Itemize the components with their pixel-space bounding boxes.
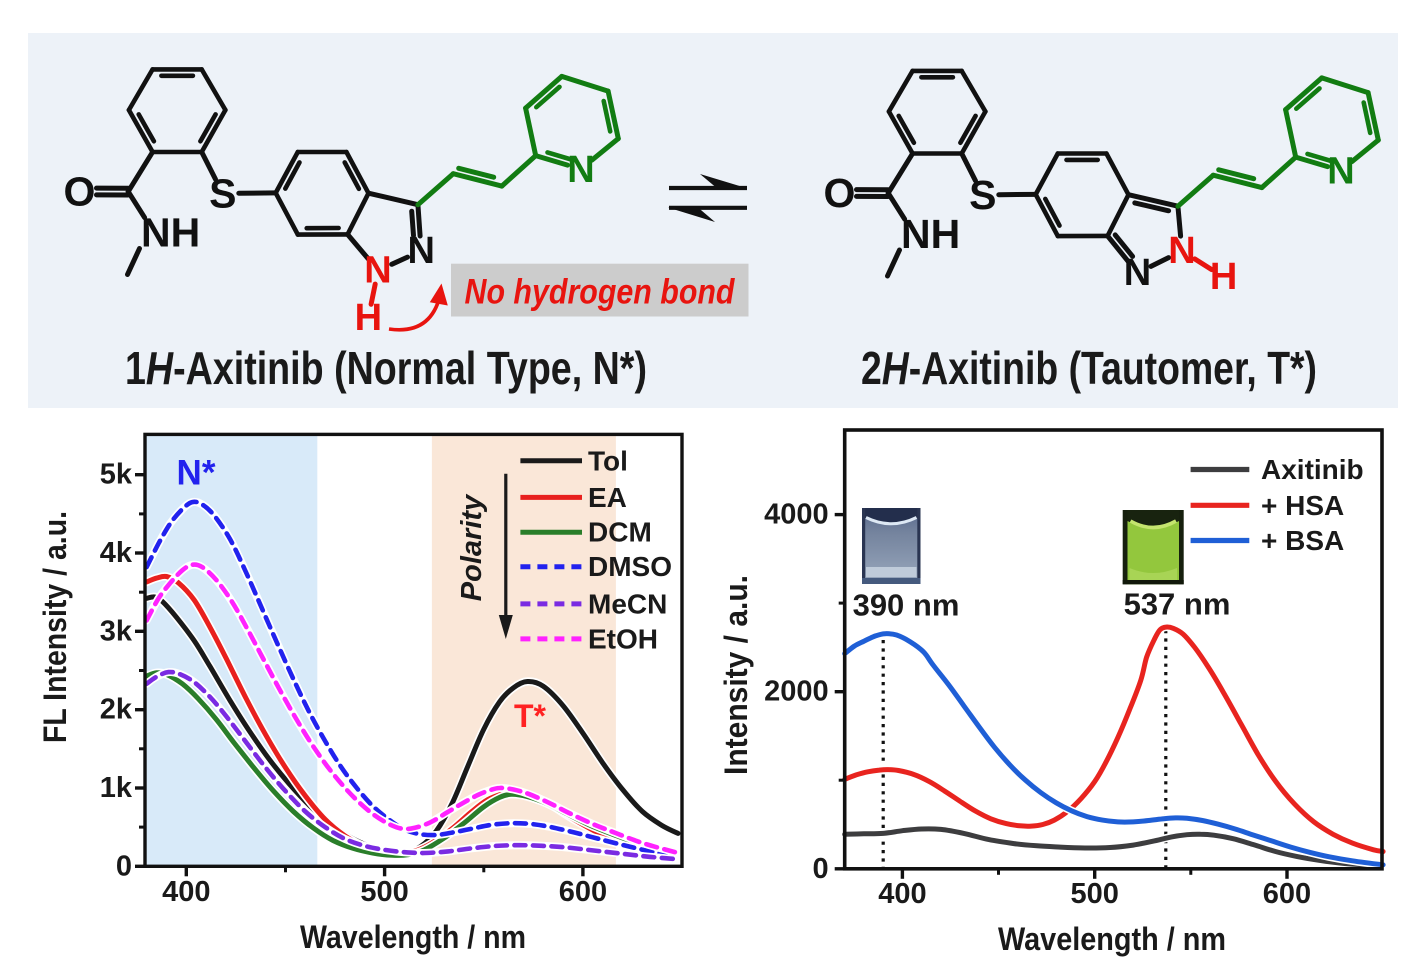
svg-text:Axitinib: Axitinib bbox=[1261, 454, 1364, 485]
svg-text:N: N bbox=[1327, 151, 1354, 193]
svg-text:+ BSA: + BSA bbox=[1261, 525, 1344, 556]
svg-text:2k: 2k bbox=[100, 694, 133, 726]
svg-text:H: H bbox=[355, 297, 382, 339]
svg-text:5k: 5k bbox=[100, 459, 133, 491]
svg-text:FL Intensity / a.u.: FL Intensity / a.u. bbox=[37, 511, 73, 743]
svg-text:NH: NH bbox=[141, 210, 200, 256]
svg-text:MeCN: MeCN bbox=[588, 588, 667, 619]
svg-text:390 nm: 390 nm bbox=[853, 588, 960, 623]
svg-text:DCM: DCM bbox=[588, 517, 652, 548]
svg-text:Polarity: Polarity bbox=[456, 493, 488, 601]
svg-text:N*: N* bbox=[177, 454, 216, 493]
svg-text:Wavelength / nm: Wavelength / nm bbox=[300, 919, 526, 955]
svg-text:0: 0 bbox=[116, 850, 132, 882]
svg-text:0: 0 bbox=[813, 853, 829, 885]
svg-text:S: S bbox=[209, 171, 236, 217]
svg-text:600: 600 bbox=[1263, 878, 1311, 910]
svg-text:DMSO: DMSO bbox=[588, 551, 672, 582]
svg-text:400: 400 bbox=[162, 876, 210, 908]
svg-text:Tol: Tol bbox=[588, 445, 628, 476]
svg-text:N: N bbox=[364, 249, 391, 291]
svg-text:+ HSA: + HSA bbox=[1261, 490, 1344, 521]
svg-text:EtOH: EtOH bbox=[588, 623, 658, 654]
svg-text:4k: 4k bbox=[100, 537, 133, 569]
svg-text:3k: 3k bbox=[100, 615, 133, 647]
svg-text:O: O bbox=[824, 170, 856, 216]
svg-text:N: N bbox=[1168, 230, 1195, 272]
svg-text:Intensity / a.u.: Intensity / a.u. bbox=[718, 575, 754, 775]
svg-text:2000: 2000 bbox=[764, 676, 829, 708]
svg-text:500: 500 bbox=[1071, 878, 1119, 910]
svg-text:N: N bbox=[1124, 252, 1151, 294]
svg-text:No hydrogen bond: No hydrogen bond bbox=[465, 273, 736, 312]
svg-text:N: N bbox=[567, 149, 594, 191]
svg-text:Wavelength / nm: Wavelength / nm bbox=[998, 921, 1226, 957]
svg-text:537 nm: 537 nm bbox=[1124, 587, 1231, 622]
svg-text:600: 600 bbox=[559, 876, 607, 908]
svg-text:4000: 4000 bbox=[764, 499, 829, 531]
svg-text:500: 500 bbox=[360, 876, 408, 908]
svg-text:N: N bbox=[407, 230, 434, 272]
svg-text:2H-Axitinib (Tautomer, T*): 2H-Axitinib (Tautomer, T*) bbox=[861, 342, 1317, 394]
svg-text:NH: NH bbox=[901, 211, 960, 257]
svg-text:400: 400 bbox=[878, 878, 926, 910]
svg-text:1k: 1k bbox=[100, 772, 133, 804]
svg-text:EA: EA bbox=[588, 482, 627, 513]
svg-text:T*: T* bbox=[514, 698, 547, 734]
svg-text:1H-Axitinib (Normal Type, N*): 1H-Axitinib (Normal Type, N*) bbox=[125, 342, 647, 394]
svg-text:H: H bbox=[1210, 256, 1237, 298]
svg-text:S: S bbox=[969, 172, 996, 218]
svg-text:O: O bbox=[64, 169, 96, 215]
